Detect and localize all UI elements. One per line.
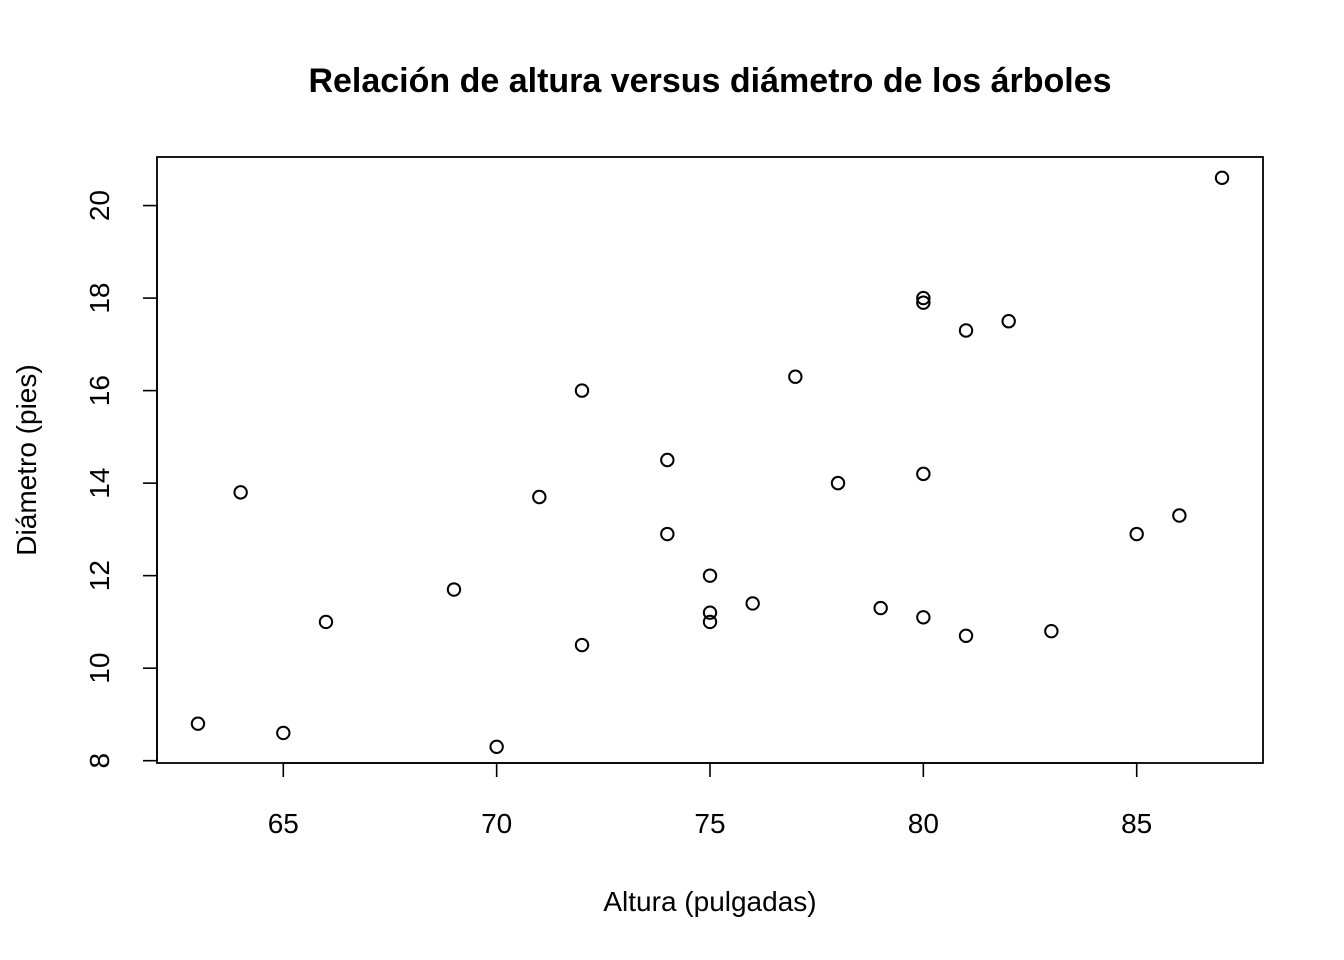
data-point [318,614,334,630]
x-axis-label: Altura (pulgadas) [603,886,816,917]
data-point [532,489,547,505]
data-point [916,610,931,625]
data-point [958,323,974,338]
data-point [574,637,590,653]
data-point [916,466,931,482]
data-point [873,600,888,616]
y-axis: 8 10 12 14 16 18 20 [84,190,158,769]
data-point [489,739,504,755]
x-tick-label: 70 [481,808,512,839]
y-tick-label: 18 [84,283,115,314]
data-point [958,628,974,643]
chart-title: Relación de altura versus diámetro de lo… [308,62,1111,100]
data-point [574,383,590,398]
x-tick-label: 80 [908,808,939,839]
data-point [745,596,760,611]
x-axis: 65 70 75 80 85 [268,762,1152,839]
data-point [233,485,248,500]
data-point [1044,623,1059,639]
y-tick-label: 20 [84,190,115,221]
data-point [1172,508,1187,523]
data-point [190,716,206,731]
data-point [1214,170,1230,186]
data-points [190,170,1230,755]
x-tick-label: 85 [1121,808,1152,839]
data-point [660,452,675,468]
y-tick-label: 16 [84,375,115,406]
data-point [660,526,675,542]
data-point [1001,314,1016,329]
data-point [788,369,803,384]
x-tick-label: 75 [694,808,725,839]
data-point [830,475,846,491]
y-axis-label: Diámetro (pies) [11,364,42,555]
data-point [1129,526,1144,542]
data-point [916,295,931,310]
y-tick-label: 12 [84,560,115,591]
data-point [702,614,718,630]
data-point [276,725,291,741]
data-point [702,568,718,583]
y-tick-label: 14 [84,468,115,499]
y-tick-label: 8 [84,753,115,769]
data-point [446,582,462,597]
y-tick-label: 10 [84,653,115,684]
plot-frame [156,156,1264,764]
x-tick-label: 65 [268,808,299,839]
data-point [916,290,931,306]
data-point [702,605,718,620]
